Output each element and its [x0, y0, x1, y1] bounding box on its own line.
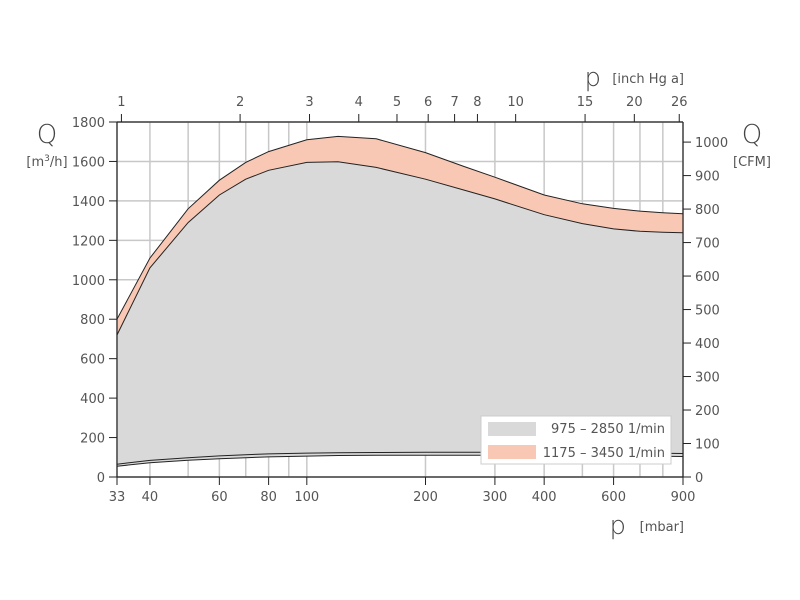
y-right-tick-label-0: 0: [695, 471, 703, 486]
y-right-unit: [CFM]: [733, 155, 771, 170]
y-left-tick-label-400: 400: [80, 392, 105, 407]
x-top-tick-label-5: 5: [393, 95, 401, 110]
x-bottom-tick-label-33: 33: [109, 490, 126, 505]
y-right-tick-label-100: 100: [695, 438, 720, 453]
area-series-0: [117, 161, 683, 467]
legend-label-975-2850: 975 – 2850 1/min: [551, 422, 665, 437]
plot-frame: [116, 121, 684, 478]
y-right-tick-label-300: 300: [695, 371, 720, 386]
y-left-tick-label-1000: 1000: [72, 274, 105, 289]
y-left-tick-label-0: 0: [97, 471, 105, 486]
y-right-tick-label-500: 500: [695, 304, 720, 319]
x-top-tick-label-10: 10: [507, 95, 524, 110]
y-right-symbol: Q: [742, 120, 762, 150]
legend: 975 – 2850 1/min 1175 – 3450 1/min: [480, 415, 672, 465]
x-top-tick-label-15: 15: [577, 95, 594, 110]
y-left-tick-label-1200: 1200: [72, 234, 105, 249]
x-bottom-unit: [mbar]: [640, 520, 684, 535]
x-top-tick-label-8: 8: [473, 95, 481, 110]
x-top-unit: [inch Hg a]: [612, 72, 684, 87]
x-bottom-tick-label-900: 900: [671, 490, 696, 505]
x-top-tick-label-7: 7: [450, 95, 458, 110]
y-left-tick-label-1600: 1600: [72, 155, 105, 170]
legend-swatch-975-2850: [488, 422, 536, 436]
upper-curve-series-1: [116, 135, 684, 320]
y-right-tick-label-600: 600: [695, 270, 720, 285]
x-top-tick-label-2: 2: [236, 95, 244, 110]
y-left-tick-label-1800: 1800: [72, 116, 105, 131]
y-left-unit-prefix: [m: [26, 155, 44, 170]
x-bottom-tick-label-400: 400: [532, 490, 557, 505]
y-left-unit-sup: 3: [44, 154, 50, 164]
x-bottom-tick-label-300: 300: [482, 490, 507, 505]
x-bottom-tick-label-600: 600: [601, 490, 626, 505]
y-left-symbol: Q: [37, 120, 57, 150]
y-right-tick-label-200: 200: [695, 404, 720, 419]
x-top-tick-label-6: 6: [424, 95, 432, 110]
legend-label-1175-3450: 1175 – 3450 1/min: [543, 446, 665, 461]
y-left-tick-label-800: 800: [80, 313, 105, 328]
y-right-tick-label-1000: 1000: [695, 136, 728, 151]
x-top-tick-label-1: 1: [117, 95, 125, 110]
x-bottom-tick-label-80: 80: [260, 490, 277, 505]
x-bottom-symbol: p: [609, 511, 626, 541]
legend-swatch-1175-3450: [488, 445, 536, 459]
upper-curve-series-0: [116, 161, 684, 336]
x-top-tick-label-4: 4: [355, 95, 363, 110]
y-left-tick-label-200: 200: [80, 432, 105, 447]
y-right-tick-label-700: 700: [695, 237, 720, 252]
y-right-tick-label-800: 800: [695, 203, 720, 218]
x-top-tick-label-20: 20: [626, 95, 643, 110]
y-left-tick-label-1400: 1400: [72, 195, 105, 210]
x-bottom-tick-label-60: 60: [211, 490, 228, 505]
x-bottom-tick-label-100: 100: [294, 490, 319, 505]
x-top-symbol: p: [584, 63, 601, 93]
x-bottom-tick-label-40: 40: [142, 490, 159, 505]
x-bottom-tick-label-200: 200: [413, 490, 438, 505]
series-areas: [116, 135, 684, 467]
y-right-tick-label-900: 900: [695, 170, 720, 185]
x-top-tick-label-26: 26: [671, 95, 688, 110]
y-left-unit: [m3/h]: [26, 154, 67, 170]
y-left-tick-label-600: 600: [80, 353, 105, 368]
y-right-tick-label-400: 400: [695, 337, 720, 352]
y-left-unit-suffix: /h]: [50, 155, 68, 170]
x-top-tick-label-3: 3: [305, 95, 313, 110]
